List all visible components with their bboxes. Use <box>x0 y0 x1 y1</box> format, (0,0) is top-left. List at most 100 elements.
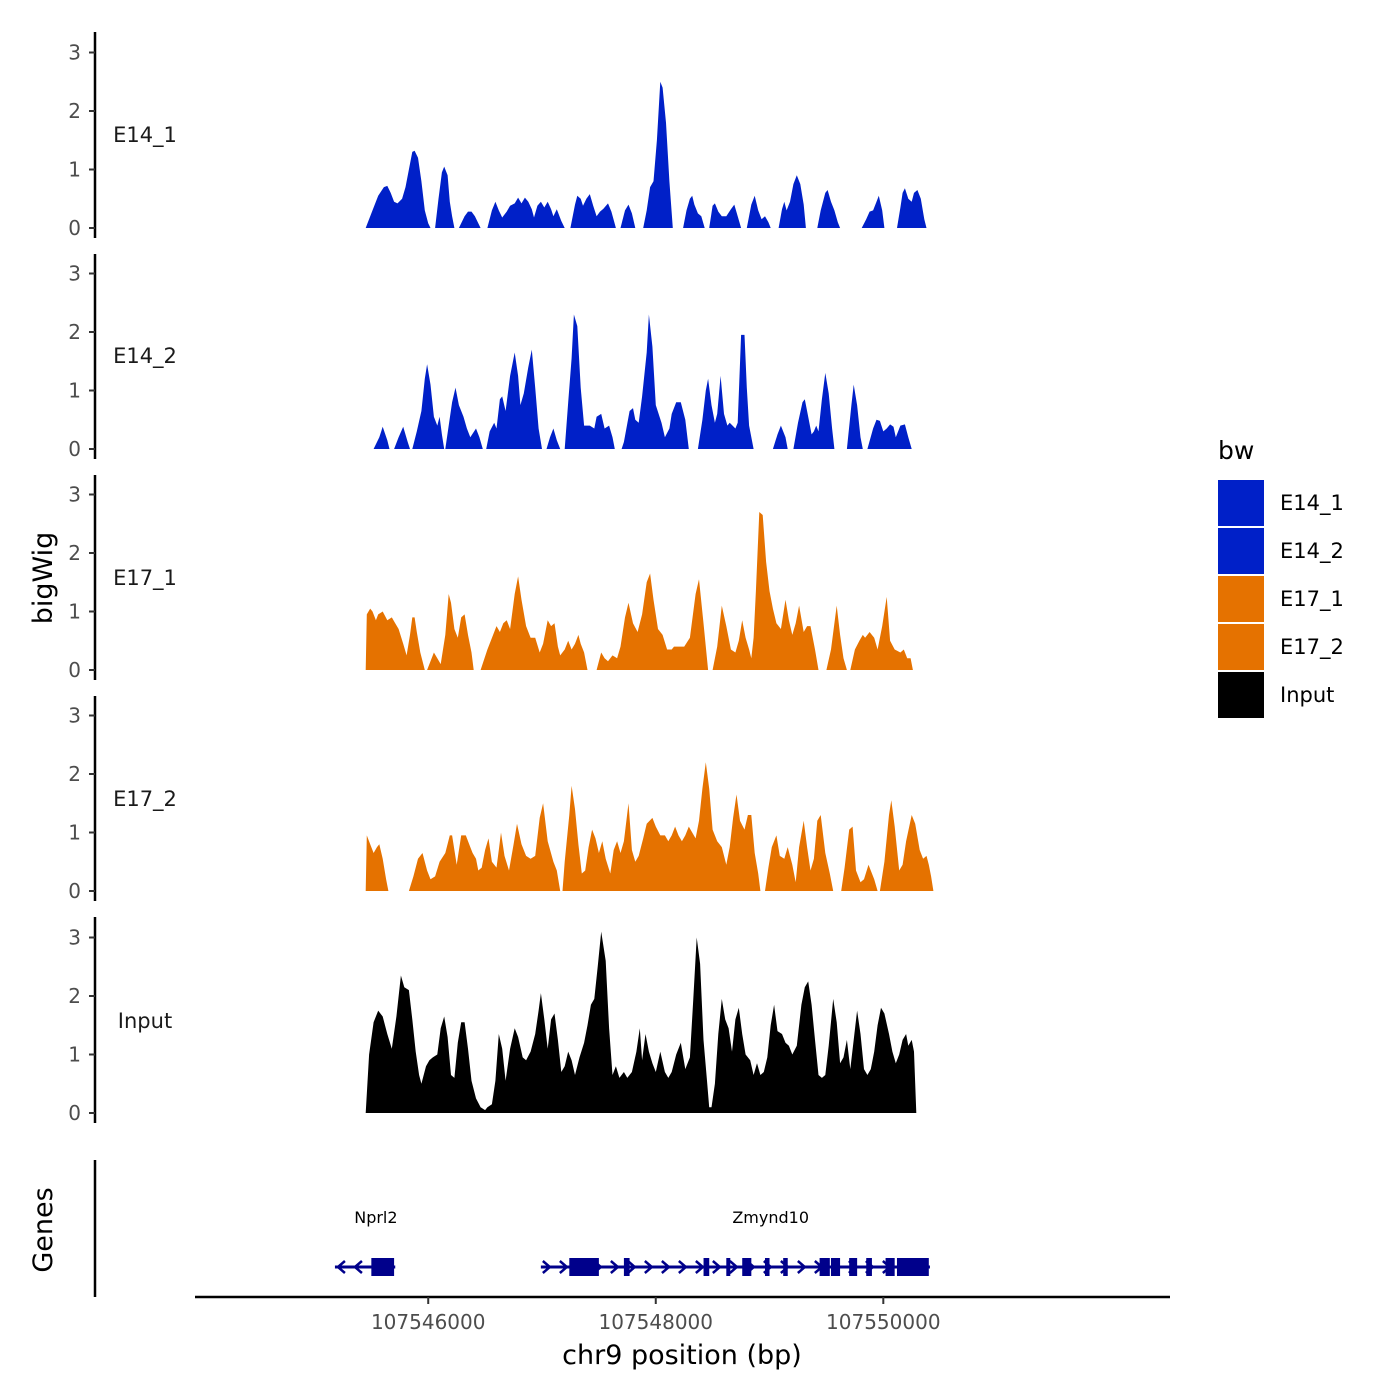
strand-chevron <box>336 1260 346 1274</box>
coverage-area <box>480 576 588 670</box>
coverage-area <box>850 596 913 670</box>
coverage-area <box>486 349 542 449</box>
coverage-area <box>793 372 835 449</box>
exon <box>783 1258 788 1276</box>
coverage-area <box>746 195 771 228</box>
track-e17-2: 0 1 2 3 E17_2 <box>68 696 934 903</box>
genes-axis-title: Genes <box>28 1187 59 1272</box>
y-tick-label: 1 <box>68 1043 81 1067</box>
y-tick-label: 0 <box>68 658 81 682</box>
exon <box>371 1258 395 1276</box>
y-tick-label: 2 <box>68 762 81 786</box>
y-tick-label: 0 <box>68 437 81 461</box>
coverage-area <box>408 803 561 891</box>
strand-chevron <box>678 1260 688 1274</box>
coverage-area <box>709 203 742 228</box>
y-tick-label: 1 <box>68 821 81 845</box>
y-tick-label: 1 <box>68 379 81 403</box>
coverage-area <box>867 419 912 449</box>
exon <box>849 1258 858 1276</box>
coverage-area <box>596 573 709 670</box>
coverage-area <box>435 166 455 228</box>
track-e14-2: 0 1 2 3 E14_2 <box>68 254 912 461</box>
coverage-area <box>712 512 819 670</box>
coverage-area <box>365 931 917 1113</box>
legend: bw E14_1 E14_2 E17_1 E17_2 Input <box>1218 436 1344 718</box>
coverage-area <box>394 426 410 449</box>
legend-swatch <box>1218 480 1264 526</box>
coverage-area <box>427 594 474 670</box>
track-label: E14_2 <box>113 344 177 369</box>
gene-zmynd10: Zmynd10 <box>540 1208 930 1276</box>
gene-label: Zmynd10 <box>732 1208 809 1227</box>
legend-label: E17_1 <box>1280 587 1344 612</box>
exon <box>885 1258 895 1276</box>
exon <box>569 1258 599 1276</box>
y-tick-label: 0 <box>68 1101 81 1125</box>
legend-label: Input <box>1280 683 1334 707</box>
coverage-area <box>697 334 754 449</box>
y-tick-label: 2 <box>68 984 81 1008</box>
strand-chevron <box>661 1260 671 1274</box>
coverage-area <box>620 204 636 228</box>
y-tick-label: 3 <box>68 483 81 507</box>
x-axis: 107546000 107548000 107550000 <box>195 1295 1170 1334</box>
x-tick-label: 107546000 <box>371 1310 486 1334</box>
coverage-area <box>562 762 761 891</box>
track-e14-1: 0 1 2 3 E14_1 <box>68 32 927 240</box>
legend-label: E14_1 <box>1280 491 1344 516</box>
exon <box>726 1258 731 1276</box>
coverage-area <box>564 314 615 449</box>
strand-chevron <box>729 1260 739 1274</box>
exon <box>623 1258 630 1276</box>
coverage-area <box>546 428 561 449</box>
coverage-area <box>879 800 934 891</box>
y-tick-label: 0 <box>68 216 81 240</box>
coverage-area <box>841 826 878 891</box>
coverage-area <box>365 150 431 228</box>
x-tick-label: 107548000 <box>598 1310 713 1334</box>
coverage-area <box>621 314 689 449</box>
exon <box>866 1258 872 1276</box>
strand-chevron <box>712 1260 722 1274</box>
strand-chevron <box>542 1260 552 1274</box>
coverage-area <box>445 387 483 449</box>
y-tick-label: 0 <box>68 879 81 903</box>
coverage-area <box>683 195 705 228</box>
coverage-area <box>365 608 425 670</box>
coverage-area <box>458 211 481 228</box>
coverage-area <box>643 81 673 228</box>
coverage-area <box>817 190 841 228</box>
y-tick-label: 2 <box>68 541 81 565</box>
coverage-area <box>772 425 788 449</box>
track-e17-1: 0 1 2 3 E17_1 <box>68 475 913 682</box>
exon <box>896 1258 929 1276</box>
legend-swatch <box>1218 528 1264 574</box>
track-label: E14_1 <box>113 123 177 148</box>
legend-label: E14_2 <box>1280 539 1344 564</box>
strand-chevron <box>559 1260 569 1274</box>
legend-title: bw <box>1218 436 1254 465</box>
strand-chevron <box>353 1260 363 1274</box>
coverage-area <box>778 175 806 228</box>
exon <box>703 1258 710 1276</box>
legend-swatch <box>1218 624 1264 670</box>
coverage-area <box>570 194 616 228</box>
strand-chevron <box>610 1260 620 1274</box>
y-tick-label: 1 <box>68 158 81 182</box>
y-axis-title: bigWig <box>28 532 59 625</box>
track-label: E17_1 <box>113 566 177 591</box>
track-input: 0 1 2 3 Input <box>68 917 917 1125</box>
track-label: E17_2 <box>113 787 177 812</box>
exon <box>830 1258 841 1276</box>
signal-tracks: 0 1 2 3 E14_1 0 1 2 3 E14_2 0 1 2 3 E17_1 0 1 2 3 E17_2 0 1 2 3… <box>68 32 934 1125</box>
coverage-area <box>365 835 389 891</box>
exon <box>742 1258 752 1276</box>
legend-label: E17_2 <box>1280 635 1344 660</box>
y-tick-label: 2 <box>68 99 81 123</box>
legend-swatch <box>1218 672 1264 718</box>
exon <box>764 1258 770 1276</box>
legend-swatch <box>1218 576 1264 622</box>
y-tick-label: 3 <box>68 262 81 286</box>
